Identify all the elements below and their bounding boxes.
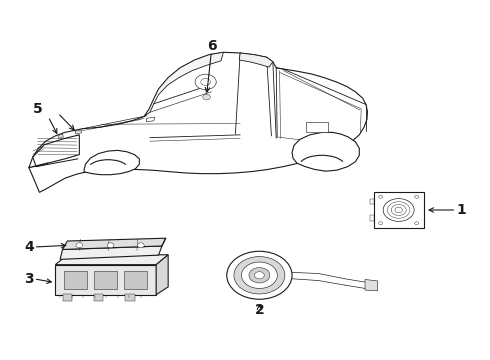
Circle shape bbox=[137, 243, 144, 248]
Polygon shape bbox=[84, 150, 139, 175]
Circle shape bbox=[203, 94, 210, 100]
Circle shape bbox=[234, 257, 285, 294]
Circle shape bbox=[415, 222, 418, 225]
Polygon shape bbox=[239, 53, 273, 67]
Polygon shape bbox=[55, 265, 156, 294]
Circle shape bbox=[76, 243, 83, 248]
Text: 5: 5 bbox=[33, 103, 43, 116]
Polygon shape bbox=[144, 52, 223, 117]
Circle shape bbox=[379, 222, 383, 225]
Circle shape bbox=[254, 272, 264, 279]
Circle shape bbox=[195, 74, 216, 90]
Circle shape bbox=[201, 78, 210, 85]
Text: 1: 1 bbox=[456, 203, 466, 217]
Circle shape bbox=[249, 267, 270, 283]
Bar bbox=[306, 122, 328, 132]
Polygon shape bbox=[33, 135, 79, 167]
Circle shape bbox=[379, 195, 383, 198]
Text: 2: 2 bbox=[254, 303, 264, 317]
Text: 6: 6 bbox=[208, 39, 217, 53]
Bar bbox=[94, 271, 117, 289]
Bar bbox=[63, 294, 72, 301]
Polygon shape bbox=[292, 132, 359, 171]
Bar bbox=[94, 294, 103, 301]
Bar bbox=[64, 271, 87, 289]
Polygon shape bbox=[365, 279, 377, 291]
Circle shape bbox=[383, 199, 414, 221]
Polygon shape bbox=[29, 52, 368, 192]
Polygon shape bbox=[75, 130, 82, 134]
Polygon shape bbox=[156, 255, 168, 294]
Circle shape bbox=[227, 251, 292, 299]
Polygon shape bbox=[147, 117, 155, 122]
Text: 4: 4 bbox=[24, 240, 34, 254]
Polygon shape bbox=[63, 238, 166, 249]
Text: 3: 3 bbox=[24, 272, 34, 286]
Polygon shape bbox=[60, 246, 162, 259]
Bar bbox=[374, 192, 424, 228]
Bar bbox=[123, 271, 147, 289]
Circle shape bbox=[242, 262, 277, 288]
Circle shape bbox=[107, 243, 114, 248]
Polygon shape bbox=[55, 255, 168, 265]
Polygon shape bbox=[370, 199, 374, 204]
Bar bbox=[125, 294, 135, 301]
Polygon shape bbox=[370, 216, 374, 221]
Circle shape bbox=[415, 195, 418, 198]
Polygon shape bbox=[58, 134, 64, 138]
